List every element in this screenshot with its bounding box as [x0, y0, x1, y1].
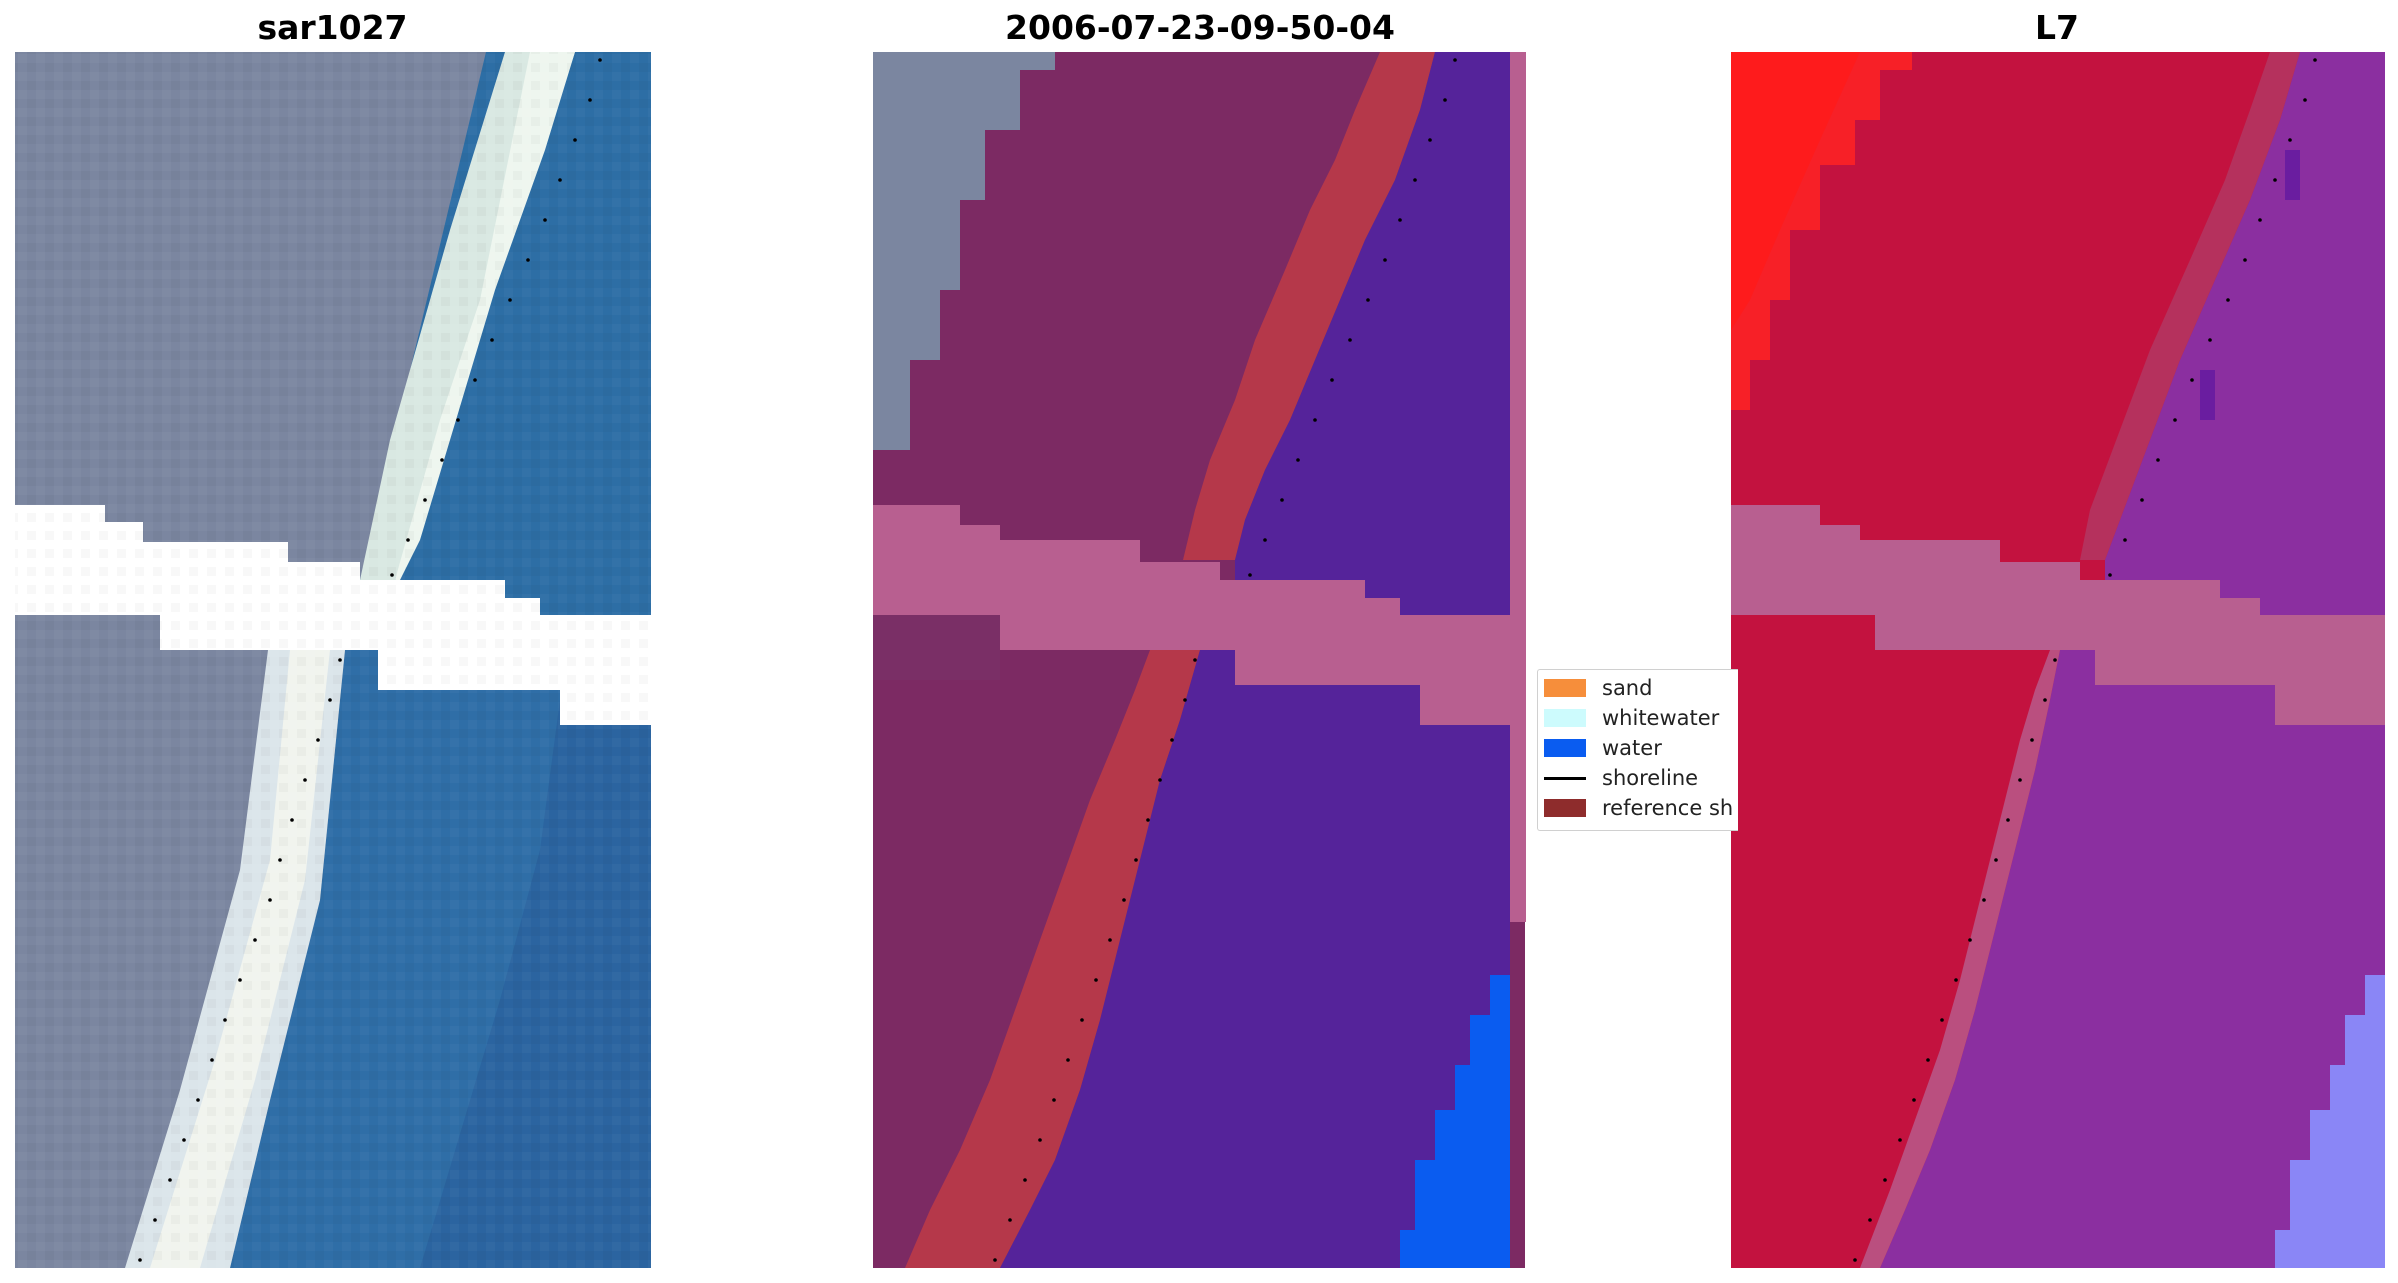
panel-title-index: L7: [2035, 8, 2079, 47]
legend-item-sand: sand: [1544, 673, 1652, 703]
legend-label: reference sh: [1602, 796, 1734, 820]
legend-line-shoreline: [1544, 776, 1586, 780]
legend-item-reference-shoreline: reference sh: [1544, 793, 1733, 823]
legend-swatch-water: [1544, 739, 1586, 757]
legend-label: sand: [1602, 676, 1653, 700]
legend-label: whitewater: [1602, 706, 1720, 730]
panel-title-rgb: sar1027: [257, 8, 408, 47]
legend-item-water: water: [1544, 733, 1662, 763]
legend: sand whitewater water shoreline referenc…: [1537, 669, 1738, 831]
panel-title-classified: 2006-07-23-09-50-04: [1005, 8, 1395, 47]
legend-swatch-sand: [1544, 679, 1586, 697]
rgb-shoreline: [138, 58, 602, 1262]
legend-item-whitewater: whitewater: [1544, 703, 1719, 733]
legend-label: shoreline: [1602, 766, 1699, 790]
legend-swatch-whitewater: [1544, 709, 1586, 727]
legend-item-shoreline: shoreline: [1544, 763, 1698, 793]
legend-label: water: [1602, 736, 1662, 760]
legend-swatch-reference-shoreline: [1544, 799, 1586, 817]
